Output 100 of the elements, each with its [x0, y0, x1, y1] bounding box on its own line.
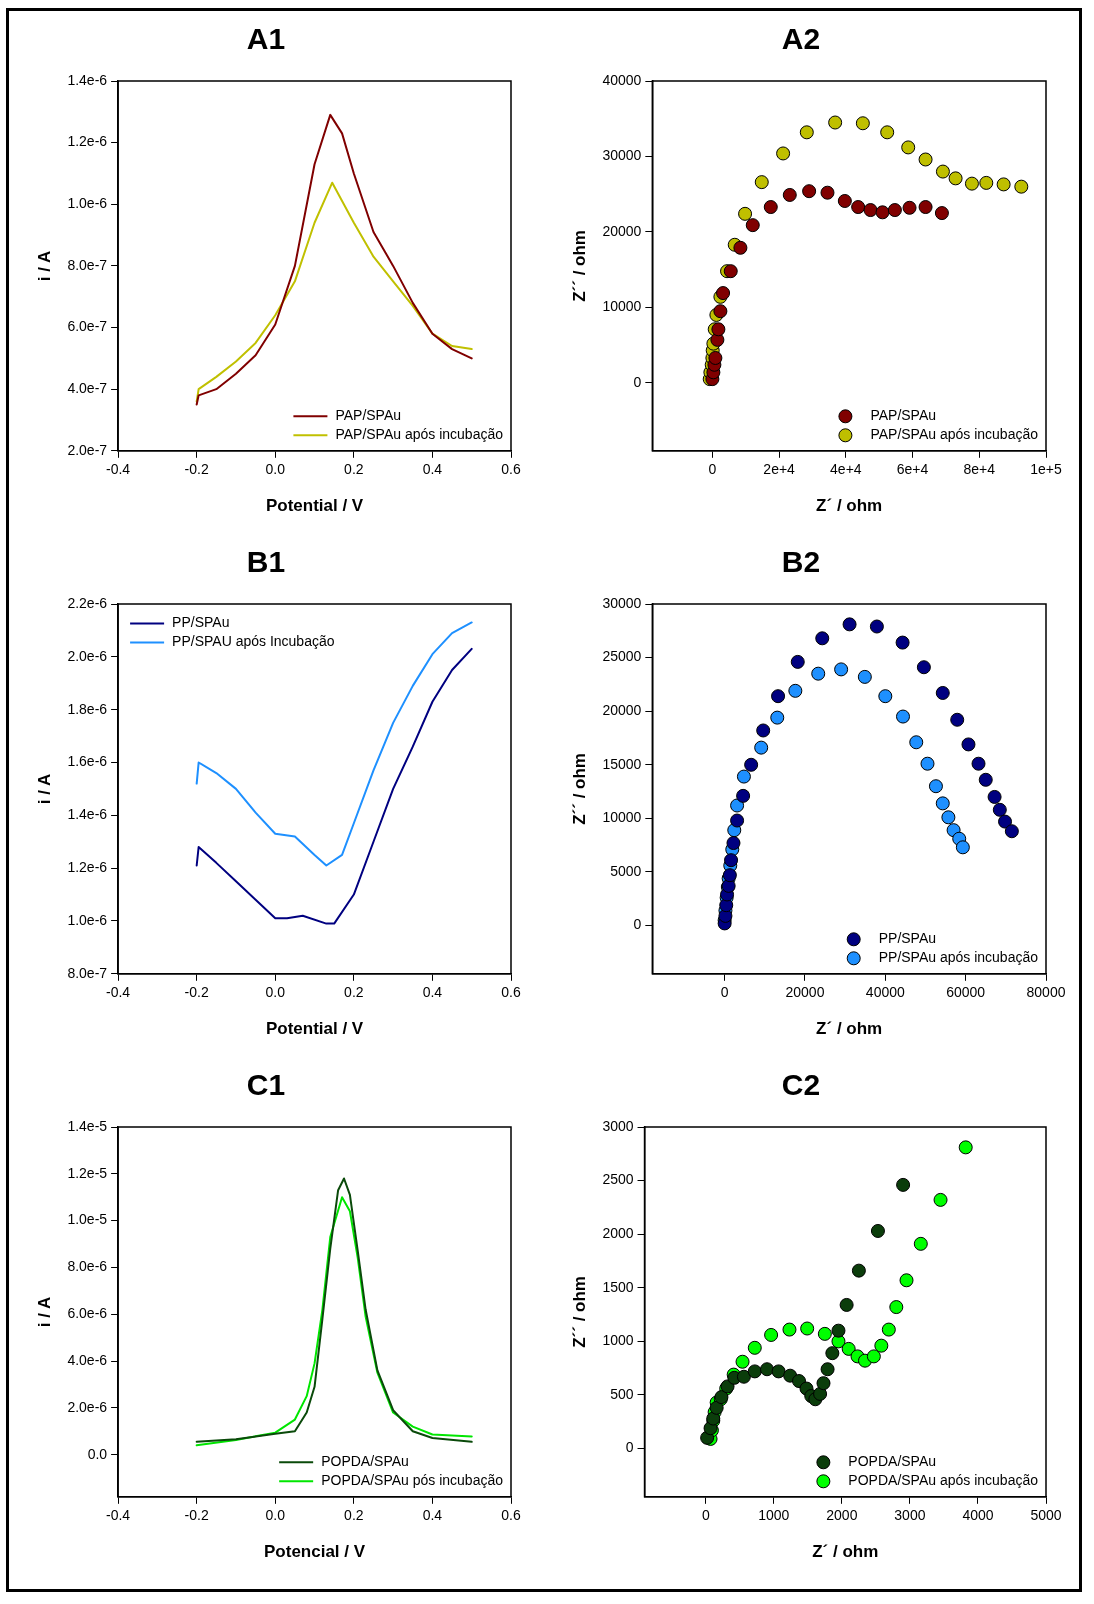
y-tick-label: 20000	[602, 702, 642, 719]
x-tick-label: 0	[708, 461, 717, 478]
point	[811, 666, 826, 681]
point	[738, 206, 753, 221]
y-tick-label: 1.6e-6	[67, 753, 108, 770]
point	[855, 116, 870, 131]
y-tick-label: 0	[633, 916, 642, 933]
point	[763, 200, 778, 215]
legend-label: POPDA/SPAu após incubação	[848, 1472, 1039, 1489]
y-tick-label: 2.0e-6	[67, 647, 108, 664]
point	[880, 125, 895, 140]
point	[825, 1346, 840, 1361]
point	[920, 756, 935, 771]
point	[754, 740, 769, 755]
point	[726, 836, 741, 851]
x-tick-label: -0.2	[184, 1507, 209, 1524]
point	[839, 1297, 854, 1312]
point	[933, 1192, 948, 1207]
y-tick-label: 4.0e-6	[67, 1351, 108, 1368]
x-tick-label: 0.2	[344, 1507, 364, 1524]
x-tick-label: 20000	[785, 984, 825, 1001]
point	[941, 810, 956, 825]
x-tick-label: 0	[720, 984, 729, 1001]
y-tick-label: 1.0e-6	[67, 911, 108, 928]
point	[744, 757, 759, 772]
y-tick-label: 8.0e-7	[67, 256, 108, 273]
point	[735, 1354, 750, 1369]
x-tick-label: 0.6	[501, 461, 521, 478]
x-tick-label: 3000	[894, 1507, 926, 1524]
y-tick-label: 1500	[602, 1278, 634, 1295]
point	[815, 631, 830, 646]
point	[958, 1140, 973, 1155]
x-tick-label: 0	[701, 1507, 710, 1524]
point	[874, 1338, 889, 1353]
point	[820, 185, 835, 200]
point	[730, 798, 745, 813]
x-tick-label: 2e+4	[763, 461, 796, 478]
point	[837, 194, 852, 208]
y-axis-title: i / A	[34, 1296, 54, 1328]
x-tick-label: 60000	[946, 984, 986, 1001]
point	[899, 1273, 914, 1288]
point	[736, 1369, 751, 1384]
chart-title: C2	[781, 1068, 821, 1102]
x-axis-title: Potential / V	[265, 496, 364, 516]
point	[713, 304, 728, 319]
y-axis-title: Z´´ / ohm	[569, 753, 589, 825]
x-tick-label: 0.0	[265, 1507, 286, 1524]
y-tick-label: 1.0e-6	[67, 195, 108, 212]
y-tick-label: 15000	[602, 755, 642, 772]
point	[971, 756, 986, 771]
point	[788, 683, 803, 698]
y-tick-label: 30000	[602, 594, 642, 611]
point	[724, 853, 739, 868]
chart-title: B2	[781, 545, 821, 579]
y-tick-label: 2.0e-6	[67, 1398, 108, 1415]
point	[979, 175, 994, 190]
point	[895, 709, 910, 724]
point	[895, 635, 910, 650]
x-tick-label: -0.4	[106, 1507, 131, 1524]
point	[916, 660, 931, 675]
y-tick-label: 25000	[602, 648, 642, 665]
x-tick-label: 0.4	[422, 461, 443, 478]
point	[928, 779, 943, 794]
y-tick-label: 4.0e-7	[67, 380, 108, 397]
point	[878, 689, 893, 704]
point	[736, 788, 751, 803]
y-tick-label: 1.8e-6	[67, 700, 108, 717]
x-axis-title: Z´ / ohm	[812, 1542, 879, 1562]
y-tick-label: 6.0e-6	[67, 1305, 108, 1322]
point	[863, 203, 878, 218]
y-tick-label: 1.0e-5	[67, 1211, 108, 1228]
legend-label: PP/SPAu	[878, 930, 937, 947]
chart-title: A2	[781, 22, 821, 56]
x-tick-label: 0.2	[344, 461, 364, 478]
point	[745, 218, 760, 233]
legend-label: POPDA/SPAu pós incubação	[321, 1472, 504, 1489]
x-tick-label: 0.0	[265, 461, 286, 478]
chart-title: C1	[246, 1068, 286, 1102]
y-tick-label: 2500	[602, 1171, 634, 1188]
x-axis-title: Potencial / V	[264, 1542, 366, 1562]
point	[776, 146, 791, 161]
x-tick-label: 0.0	[265, 984, 286, 1001]
point	[901, 140, 916, 155]
point	[709, 1400, 724, 1415]
y-tick-label: 20000	[602, 222, 642, 239]
point	[918, 200, 933, 215]
point	[935, 164, 950, 179]
point	[802, 184, 817, 199]
point	[992, 802, 1007, 817]
y-tick-label: 1.2e-6	[67, 133, 108, 150]
y-tick-label: 8.0e-7	[67, 964, 108, 981]
x-tick-label: -0.2	[184, 461, 209, 478]
y-tick-label: 8.0e-6	[67, 1258, 108, 1275]
y-tick-label: 1.4e-6	[67, 71, 108, 88]
point	[820, 1362, 835, 1377]
x-tick-label: 2000	[826, 1507, 858, 1524]
y-axis-title: Z´´ / ohm	[569, 230, 589, 302]
x-tick-label: 1000	[758, 1507, 790, 1524]
y-axis-title: i / A	[34, 250, 54, 282]
x-tick-label: 0.4	[422, 1507, 443, 1524]
